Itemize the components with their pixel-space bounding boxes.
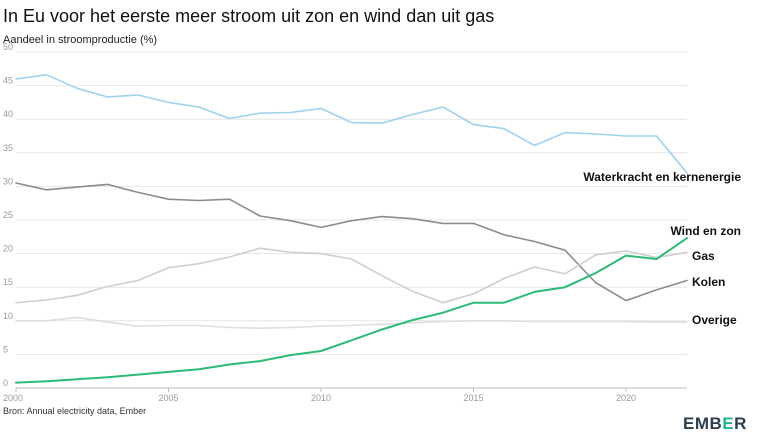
y-tick-label-30: 30 <box>3 176 13 186</box>
y-tick-label-15: 15 <box>3 277 13 287</box>
series-label-overige: Overige <box>692 313 737 327</box>
logo-accent: E <box>722 414 734 433</box>
series-label-waterkracht: Waterkracht en kernenergie <box>583 170 741 184</box>
series-line-gas <box>15 247 688 304</box>
y-axis-label: Aandeel in stroomproductie (%) <box>3 34 157 46</box>
x-axis-ticks: 2000 2005 2010 2015 2020 <box>3 388 636 403</box>
series-layer <box>15 74 688 384</box>
series-label-gas: Gas <box>692 249 715 263</box>
series-line-wind-en-zon <box>15 237 688 384</box>
series-line-waterkracht-en-kernenergie <box>15 74 688 174</box>
source-note: Bron: Annual electricity data, Ember <box>3 406 146 416</box>
x-tick-label-2005: 2005 <box>158 393 178 403</box>
y-tick-label-35: 35 <box>3 143 13 153</box>
y-tick-label-5: 5 <box>3 344 8 354</box>
y-tick-label-45: 45 <box>3 76 13 86</box>
series-label-kolen: Kolen <box>692 275 725 289</box>
y-tick-label-0: 0 <box>3 378 8 388</box>
y-tick-label-20: 20 <box>3 244 13 254</box>
y-tick-label-40: 40 <box>3 109 13 119</box>
chart-title: In Eu voor het eerste meer stroom uit zo… <box>3 6 494 26</box>
x-tick-label-2015: 2015 <box>463 393 483 403</box>
y-axis-ticks: 0 5 10 15 20 25 30 35 40 45 50 <box>3 42 13 388</box>
series-line-kolen <box>15 182 688 302</box>
logo-suffix: R <box>734 414 747 433</box>
x-tick-label-2020: 2020 <box>616 393 636 403</box>
series-label-wind-en-zon: Wind en zon <box>670 224 741 238</box>
x-tick-label-2010: 2010 <box>311 393 331 403</box>
y-tick-label-10: 10 <box>3 311 13 321</box>
series-line-overige <box>15 316 688 330</box>
x-tick-label-2000: 2000 <box>3 393 23 403</box>
y-tick-label-50: 50 <box>3 42 13 52</box>
ember-logo: EMBER <box>683 414 747 433</box>
y-tick-label-25: 25 <box>3 210 13 220</box>
logo-prefix: EMB <box>683 414 722 433</box>
